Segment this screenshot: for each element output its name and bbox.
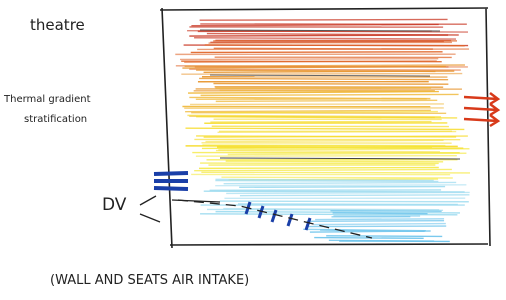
title: theatre <box>30 16 85 34</box>
color-stroke <box>185 128 464 129</box>
seat-supply <box>246 202 310 230</box>
color-stroke <box>326 236 442 237</box>
stratification-label: Thermal gradient <box>3 94 91 105</box>
seat-diffuser <box>306 218 310 230</box>
color-stroke <box>207 209 443 210</box>
color-stroke <box>239 187 445 188</box>
pencil-stroke <box>220 158 460 159</box>
supply-arrow <box>154 173 188 174</box>
color-stroke <box>224 182 457 183</box>
color-stroke <box>215 185 466 186</box>
color-stroke <box>201 94 459 95</box>
color-stroke <box>307 221 444 222</box>
color-stroke <box>200 19 448 20</box>
color-strokes <box>175 19 470 241</box>
color-stroke <box>315 219 444 220</box>
color-stroke <box>191 52 443 53</box>
color-stroke <box>201 172 470 173</box>
exhaust-arrow <box>464 115 498 126</box>
color-stroke <box>330 211 441 212</box>
warm-air-exhaust <box>464 93 498 126</box>
color-stroke <box>226 192 470 193</box>
color-stroke <box>180 59 438 60</box>
color-stroke <box>205 45 465 46</box>
color-stroke <box>228 153 467 154</box>
color-stroke <box>314 224 446 225</box>
seat-diffuser <box>288 214 292 226</box>
color-stroke <box>194 169 452 170</box>
sketch: theatre Thermal gradient stratification … <box>0 0 506 300</box>
caption: (WALL AND SEATS AIR INTAKE) <box>50 273 249 288</box>
color-stroke <box>199 167 439 168</box>
supply-arrow <box>154 188 188 189</box>
color-stroke <box>204 71 455 72</box>
color-stroke <box>213 84 448 85</box>
exhaust-arrow <box>464 104 498 115</box>
color-stroke <box>209 42 452 43</box>
color-stroke <box>190 104 444 105</box>
color-stroke <box>306 226 446 227</box>
color-stroke <box>310 231 431 232</box>
color-stroke <box>188 92 439 93</box>
dv-supply-arrows <box>154 173 188 189</box>
stratification-label: stratification <box>24 114 87 125</box>
color-stroke <box>189 35 448 36</box>
color-stroke <box>220 201 469 202</box>
color-stroke <box>215 181 438 182</box>
color-stroke <box>196 156 457 157</box>
color-stroke <box>204 191 465 192</box>
dv-label: DV <box>102 195 127 215</box>
color-stroke <box>216 100 437 101</box>
pencil-stroke <box>210 75 430 76</box>
color-stroke <box>199 78 448 79</box>
color-stroke <box>240 195 469 196</box>
color-stroke <box>218 132 457 133</box>
exhaust-arrow <box>464 93 498 104</box>
color-stroke <box>226 161 443 162</box>
color-stroke <box>221 177 452 178</box>
page: {"labels": {"title": "theatre", "stratif… <box>0 0 506 300</box>
color-stroke <box>205 140 443 141</box>
color-stroke <box>218 149 469 150</box>
color-stroke <box>333 213 428 214</box>
color-stroke <box>216 151 440 152</box>
color-stroke <box>220 91 434 92</box>
color-stroke <box>194 38 456 39</box>
color-stroke <box>181 74 462 75</box>
